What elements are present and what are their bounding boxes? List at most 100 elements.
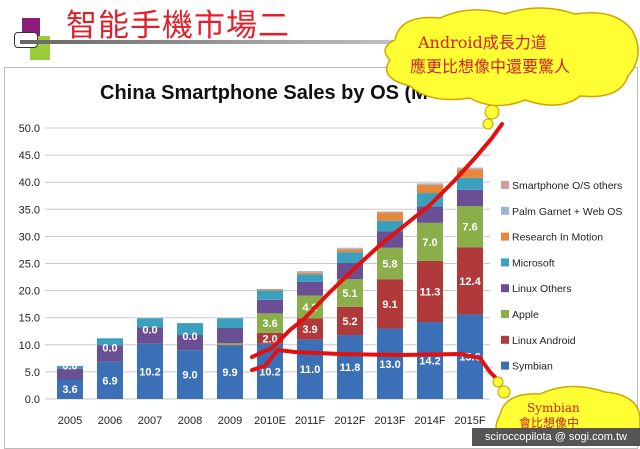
- legend-swatch: [501, 335, 509, 344]
- x-tick-label: 2008: [178, 415, 202, 427]
- bar-segment-microsoft: [257, 290, 283, 300]
- bar-segment-linux-android: [377, 279, 403, 329]
- bar-segment-linux-android: [297, 318, 323, 340]
- symbian-callout-line-1: Symbian: [527, 401, 580, 415]
- bar-segment-smartphone-o-s-others: [377, 211, 403, 213]
- bar-segment-linux-others: [57, 368, 83, 380]
- data-label: 10.2: [139, 366, 160, 378]
- bar-segment-smartphone-o-s-others: [297, 271, 323, 272]
- bar-segment-microsoft: [217, 318, 243, 328]
- bar-segment-microsoft: [457, 177, 483, 190]
- x-tick-label: 2005: [58, 415, 82, 427]
- bar-segment-research-in-motion: [417, 184, 443, 194]
- bar-segment-apple: [377, 247, 403, 280]
- data-label: 9.0: [182, 370, 197, 382]
- data-label: 3.9: [302, 324, 317, 336]
- y-tick-label: 0.0: [25, 394, 40, 406]
- bar-segment-symbian: [377, 328, 403, 399]
- bar-segment-smartphone-o-s-others: [417, 183, 443, 184]
- slide-title: 智能手機市場二: [66, 8, 290, 44]
- data-label: 0.0: [102, 343, 117, 355]
- bar-segment-symbian: [337, 335, 363, 399]
- x-tick-label: 2006: [98, 415, 122, 427]
- y-tick-label: 30.0: [19, 231, 40, 243]
- bar-segment-linux-others: [137, 327, 163, 344]
- bar-segment-symbian: [177, 350, 203, 399]
- legend-swatch: [501, 181, 509, 189]
- data-label: 7.0: [422, 237, 437, 249]
- y-tick-label: 40.0: [19, 177, 40, 189]
- legend-swatch: [501, 284, 509, 293]
- bar-segment-apple: [457, 206, 483, 248]
- bar-segment-linux-android: [257, 332, 283, 344]
- bar-segment-microsoft: [177, 323, 203, 336]
- bar-segment-research-in-motion: [257, 289, 283, 291]
- bar-segment-microsoft: [97, 338, 123, 346]
- bar-segment-microsoft: [337, 252, 363, 263]
- bar-segment-microsoft: [377, 220, 403, 232]
- symbian-callout-line-2: 會比想像中: [519, 415, 579, 430]
- bar-segment-symbian: [417, 322, 443, 399]
- bar-segment-palm-garnet-web-os: [297, 271, 323, 273]
- bar-segment-linux-others: [457, 189, 483, 207]
- bar-segment-smartphone-o-s-others: [457, 167, 483, 169]
- data-label: 11.3: [420, 286, 441, 298]
- bar-segment-linux-android: [417, 260, 443, 323]
- android-trend-annotation: [250, 122, 504, 359]
- bar-segment-linux-others: [217, 327, 243, 344]
- data-label: 11.0: [300, 364, 321, 376]
- data-label: 0.0: [142, 325, 157, 337]
- data-label: 3.6: [62, 384, 77, 396]
- bar-segment-linux-others: [97, 345, 123, 362]
- y-tick-label: 20.0: [19, 286, 40, 298]
- x-tick-label: 2011F: [295, 415, 326, 427]
- legend-label: Apple: [512, 309, 539, 321]
- legend-swatch: [501, 206, 509, 215]
- legend-swatch: [501, 361, 509, 370]
- chart-title: China Smartphone Sales by OS (M: [100, 82, 428, 104]
- x-tick-label: 2013F: [374, 415, 405, 427]
- data-label: 7.6: [462, 222, 477, 234]
- bar-segment-symbian: [57, 379, 83, 399]
- data-label: 0.0: [182, 331, 197, 343]
- bar-segment-microsoft: [57, 365, 83, 369]
- android-callout: Android成長力道 應更比想像中還要驚人: [384, 7, 639, 130]
- bar-segment-research-in-motion: [297, 272, 323, 275]
- data-label: 2.0: [262, 333, 277, 345]
- legend-label: Smartphone O/S others: [512, 180, 622, 192]
- bar-segment-palm-garnet-web-os: [337, 248, 363, 250]
- x-tick-label: 2010E: [254, 415, 286, 427]
- legend-label: Research In Motion: [512, 232, 603, 244]
- legend-swatch: [501, 310, 509, 318]
- legend-label: Linux Others: [512, 283, 572, 295]
- bar-segment-linux-others: [177, 335, 203, 351]
- x-tick-label: 2009: [218, 415, 242, 427]
- data-label: 11.8: [340, 362, 361, 374]
- y-tick-label: 10.0: [19, 340, 40, 352]
- legend-swatch: [501, 258, 509, 267]
- android-callout-line-2: 應更比想像中還要驚人: [410, 57, 570, 76]
- bar-segment-symbian: [97, 361, 123, 399]
- x-tick-label: 2012F: [334, 415, 365, 427]
- bar-segment-apple: [417, 222, 443, 261]
- data-label: 9.1: [382, 299, 397, 311]
- data-label: 5.2: [342, 316, 357, 328]
- bar-segment-microsoft: [137, 318, 163, 328]
- x-tick-label: 2007: [138, 415, 162, 427]
- data-label: 13.0: [379, 359, 400, 371]
- y-tick-label: 45.0: [19, 150, 40, 162]
- data-label: 14.2: [419, 356, 440, 368]
- y-tick-label: 5.0: [25, 367, 40, 379]
- source-credit: sciroccopilota @ sogi.com.tw: [472, 428, 640, 446]
- y-tick-label: 15.0: [19, 313, 40, 325]
- bar-segment-smartphone-o-s-others: [337, 247, 363, 249]
- bar-segment-research-in-motion: [457, 169, 483, 178]
- x-tick-label: 2014F: [414, 415, 445, 427]
- bar-segment-apple: [257, 313, 283, 333]
- data-label: 12.4: [459, 276, 481, 288]
- bar-segment-research-in-motion: [337, 249, 363, 253]
- data-label: 5.8: [382, 259, 397, 271]
- bar-segment-linux-others: [257, 299, 283, 314]
- data-label: 3.6: [262, 318, 277, 330]
- bar-segment-microsoft: [297, 274, 323, 282]
